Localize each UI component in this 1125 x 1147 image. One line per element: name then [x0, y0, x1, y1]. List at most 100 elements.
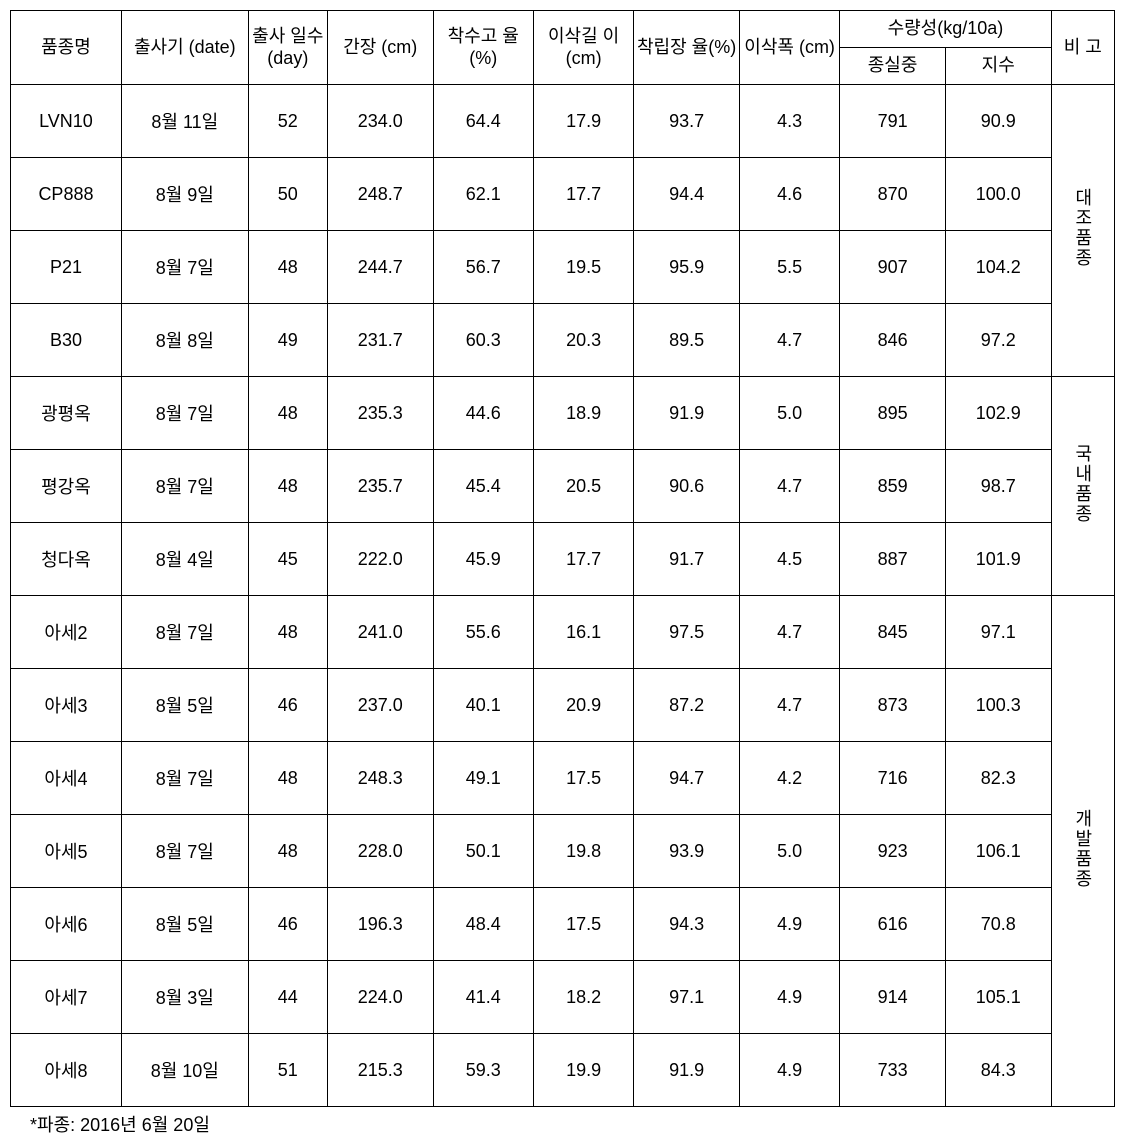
cell-name: LVN10: [11, 85, 122, 158]
cell-name: 청다옥: [11, 523, 122, 596]
cell-earwidth: 4.9: [739, 1034, 839, 1107]
col-yield-index: 지수: [945, 48, 1051, 85]
cell-yield-index: 82.3: [945, 742, 1051, 815]
cell-date: 8월 9일: [121, 158, 248, 231]
cell-days: 49: [248, 304, 327, 377]
cell-ratio1: 55.6: [433, 596, 533, 669]
cell-yield-index: 106.1: [945, 815, 1051, 888]
table-row: 아세38월 5일46237.040.120.987.24.7873100.3: [11, 669, 1115, 742]
table-body: LVN108월 11일52234.064.417.993.74.379190.9…: [11, 85, 1115, 1107]
cell-yield-index: 101.9: [945, 523, 1051, 596]
table-row: 아세68월 5일46196.348.417.594.34.961670.8: [11, 888, 1115, 961]
cell-date: 8월 7일: [121, 450, 248, 523]
table-row: CP8888월 9일50248.762.117.794.44.6870100.0: [11, 158, 1115, 231]
table-row: 아세48월 7일48248.349.117.594.74.271682.3: [11, 742, 1115, 815]
cell-name: 아세6: [11, 888, 122, 961]
table-row: 광평옥8월 7일48235.344.618.991.95.0895102.9국내…: [11, 377, 1115, 450]
cell-yield-index: 104.2: [945, 231, 1051, 304]
cell-ratio1: 45.9: [433, 523, 533, 596]
cell-earlen: 18.9: [533, 377, 633, 450]
cell-name: 아세4: [11, 742, 122, 815]
group-label: 개발품종: [1051, 596, 1114, 1107]
cell-yield-weight: 733: [840, 1034, 946, 1107]
cell-yield-weight: 887: [840, 523, 946, 596]
cell-date: 8월 7일: [121, 815, 248, 888]
cell-earwidth: 4.7: [739, 596, 839, 669]
cell-height: 248.7: [327, 158, 433, 231]
cell-earlen: 18.2: [533, 961, 633, 1034]
cell-height: 241.0: [327, 596, 433, 669]
cell-earlen: 16.1: [533, 596, 633, 669]
col-silking-date: 출사기 (date): [121, 11, 248, 85]
cell-yield-index: 70.8: [945, 888, 1051, 961]
cell-yield-weight: 914: [840, 961, 946, 1034]
col-remark: 비 고: [1051, 11, 1114, 85]
cell-date: 8월 4일: [121, 523, 248, 596]
col-yield-group: 수량성(kg/10a): [840, 11, 1051, 48]
col-ear-width: 이삭폭 (cm): [739, 11, 839, 85]
cell-date: 8월 8일: [121, 304, 248, 377]
table-row: B308월 8일49231.760.320.389.54.784697.2: [11, 304, 1115, 377]
cell-name: CP888: [11, 158, 122, 231]
cell-height: 237.0: [327, 669, 433, 742]
table-row: 아세58월 7일48228.050.119.893.95.0923106.1: [11, 815, 1115, 888]
cell-yield-weight: 716: [840, 742, 946, 815]
cell-ratio1: 59.3: [433, 1034, 533, 1107]
cell-ratio2: 94.3: [634, 888, 740, 961]
cell-earwidth: 4.3: [739, 85, 839, 158]
table-row: P218월 7일48244.756.719.595.95.5907104.2: [11, 231, 1115, 304]
table-row: 아세88월 10일51215.359.319.991.94.973384.3: [11, 1034, 1115, 1107]
cell-earwidth: 5.0: [739, 815, 839, 888]
cell-yield-index: 98.7: [945, 450, 1051, 523]
cell-ratio1: 45.4: [433, 450, 533, 523]
cell-ratio1: 40.1: [433, 669, 533, 742]
cell-yield-index: 105.1: [945, 961, 1051, 1034]
cell-days: 48: [248, 377, 327, 450]
cell-ratio2: 95.9: [634, 231, 740, 304]
cell-ratio2: 94.4: [634, 158, 740, 231]
cell-earlen: 20.5: [533, 450, 633, 523]
cell-ratio1: 62.1: [433, 158, 533, 231]
cell-date: 8월 3일: [121, 961, 248, 1034]
cell-height: 235.3: [327, 377, 433, 450]
cell-name: 아세2: [11, 596, 122, 669]
cell-ratio2: 89.5: [634, 304, 740, 377]
cell-days: 48: [248, 231, 327, 304]
cell-name: 아세3: [11, 669, 122, 742]
table-row: 평강옥8월 7일48235.745.420.590.64.785998.7: [11, 450, 1115, 523]
table-row: 아세78월 3일44224.041.418.297.14.9914105.1: [11, 961, 1115, 1034]
cell-date: 8월 10일: [121, 1034, 248, 1107]
cell-earwidth: 4.9: [739, 888, 839, 961]
cell-yield-index: 84.3: [945, 1034, 1051, 1107]
cell-ratio1: 49.1: [433, 742, 533, 815]
cell-ratio1: 48.4: [433, 888, 533, 961]
cell-ratio1: 44.6: [433, 377, 533, 450]
cell-earwidth: 4.9: [739, 961, 839, 1034]
cell-days: 48: [248, 596, 327, 669]
table-header: 품종명 출사기 (date) 출사 일수 (day) 간장 (cm) 착수고 율…: [11, 11, 1115, 85]
cell-days: 44: [248, 961, 327, 1034]
cell-earwidth: 5.5: [739, 231, 839, 304]
cell-height: 248.3: [327, 742, 433, 815]
variety-table: 품종명 출사기 (date) 출사 일수 (day) 간장 (cm) 착수고 율…: [10, 10, 1115, 1107]
cell-ratio2: 90.6: [634, 450, 740, 523]
footnote: *파종: 2016년 6월 20일: [30, 1111, 1115, 1137]
cell-ratio2: 97.1: [634, 961, 740, 1034]
table-row: 아세28월 7일48241.055.616.197.54.784597.1개발품…: [11, 596, 1115, 669]
cell-height: 224.0: [327, 961, 433, 1034]
cell-earwidth: 4.7: [739, 669, 839, 742]
cell-yield-weight: 846: [840, 304, 946, 377]
cell-height: 231.7: [327, 304, 433, 377]
cell-height: 235.7: [327, 450, 433, 523]
cell-earlen: 19.9: [533, 1034, 633, 1107]
col-silking-days: 출사 일수 (day): [248, 11, 327, 85]
cell-yield-index: 100.3: [945, 669, 1051, 742]
cell-yield-weight: 923: [840, 815, 946, 888]
cell-yield-weight: 791: [840, 85, 946, 158]
cell-earlen: 17.5: [533, 742, 633, 815]
cell-yield-weight: 845: [840, 596, 946, 669]
cell-earlen: 17.7: [533, 158, 633, 231]
cell-ratio1: 50.1: [433, 815, 533, 888]
cell-name: 평강옥: [11, 450, 122, 523]
cell-days: 48: [248, 742, 327, 815]
